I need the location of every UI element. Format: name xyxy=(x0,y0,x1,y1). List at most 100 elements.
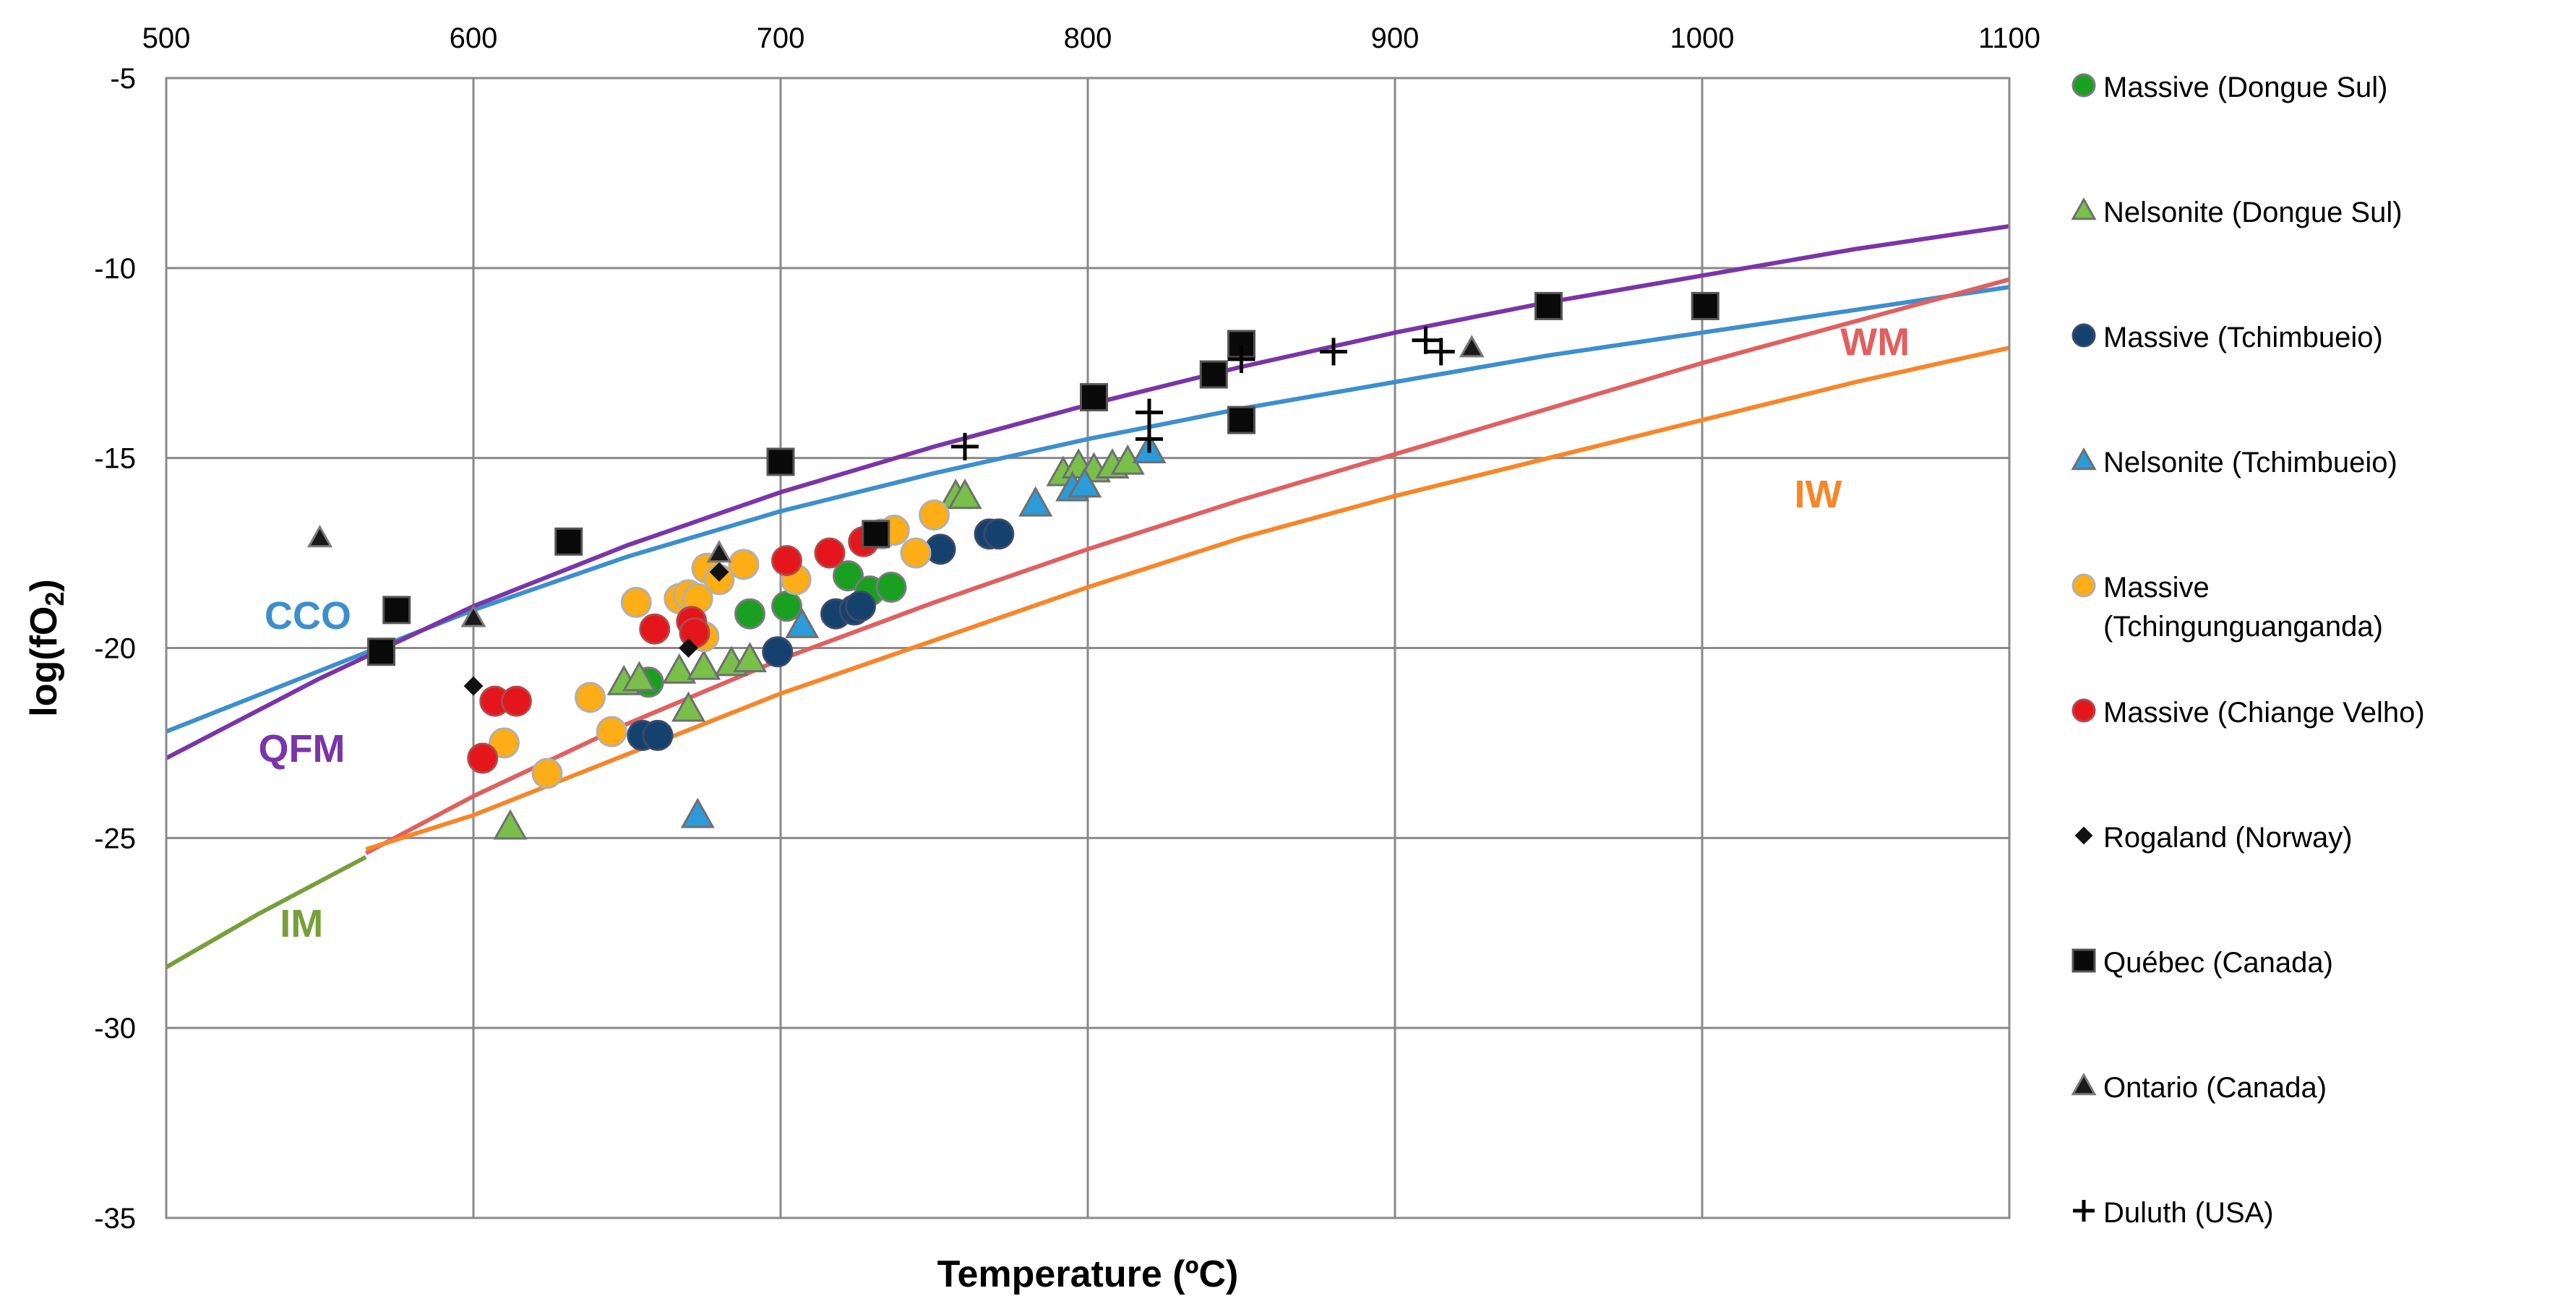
curve-label-qfm: QFM xyxy=(259,727,345,771)
y-tick-label--5: -5 xyxy=(110,63,136,95)
point-5-2 xyxy=(501,685,532,717)
curve-iw xyxy=(365,346,2010,851)
legend-label-4-line2: (Tchingunguanganda) xyxy=(2103,611,2383,643)
point-8-2 xyxy=(706,540,732,563)
y-tick-label--20: -20 xyxy=(94,633,136,665)
point-9-3 xyxy=(1227,345,1255,373)
point-2-5 xyxy=(845,591,876,622)
point-0-5 xyxy=(875,571,907,603)
point-7-5 xyxy=(1080,383,1108,412)
curve-labels: CCO QFM WM IW IM xyxy=(259,321,1910,945)
point-4-0 xyxy=(620,586,652,618)
point-4-2 xyxy=(596,716,627,747)
point-4-15 xyxy=(900,537,932,569)
point-7-4 xyxy=(862,520,890,549)
legend-marker-1 xyxy=(2071,197,2097,220)
point-4-11 xyxy=(728,549,760,580)
x-tick-label-500: 500 xyxy=(142,22,191,54)
point-3-0 xyxy=(680,797,715,828)
legend-label-8: Ontario (Canada) xyxy=(2103,1072,2327,1104)
point-9-5 xyxy=(1412,326,1440,354)
legend-marker-9 xyxy=(2073,1200,2095,1222)
y-tick-label--10: -10 xyxy=(94,253,136,285)
legend-label-2: Massive (Tchimbueio) xyxy=(2103,322,2383,353)
legend-marker-2 xyxy=(2071,323,2096,348)
point-5-3 xyxy=(639,613,671,645)
point-3-2 xyxy=(1018,486,1053,517)
legend-label-7: Québec (Canada) xyxy=(2103,947,2333,979)
point-9-2 xyxy=(1135,425,1163,453)
point-4-1 xyxy=(575,682,606,713)
legend-marker-8 xyxy=(2071,1072,2097,1096)
point-1-7 xyxy=(732,642,768,673)
legend: Massive (Dongue Sul) Nelsonite (Dongue Su… xyxy=(2071,72,2425,1229)
point-9-6 xyxy=(1427,338,1455,366)
x-tick-label-800: 800 xyxy=(1064,22,1112,54)
y-tick-label--30: -30 xyxy=(94,1013,136,1044)
curve-wm xyxy=(364,277,2010,856)
point-1-3 xyxy=(662,653,697,684)
point-1-0 xyxy=(493,809,528,840)
point-1-4 xyxy=(671,691,706,722)
point-1-2 xyxy=(622,661,657,692)
curve-label-iw: IW xyxy=(1795,473,1842,516)
x-tick-label-1000: 1000 xyxy=(1670,22,1735,54)
y-tick-label--35: -35 xyxy=(94,1203,136,1235)
x-tick-label-600: 600 xyxy=(450,22,498,54)
point-4-4 xyxy=(531,757,563,789)
point-7-10 xyxy=(1691,291,1720,320)
y-tick-label--25: -25 xyxy=(94,823,136,854)
x-tick-label-900: 900 xyxy=(1371,22,1420,54)
tick-labels: 500 600 700 800 900 1000 1100 -5 -10 -15 -20 -25 -30… xyxy=(94,22,2040,1235)
legend-marker-4 xyxy=(2071,573,2096,598)
data-markers xyxy=(306,291,1720,840)
point-8-3 xyxy=(1459,335,1485,358)
point-4-3 xyxy=(489,727,520,759)
legend-label-6: Rogaland (Norway) xyxy=(2103,822,2353,854)
point-9-1 xyxy=(1135,398,1163,426)
point-7-2 xyxy=(554,527,583,556)
legend-label-4: Massive xyxy=(2103,572,2210,604)
x-axis-title: Temperature (ºC) xyxy=(937,1253,1239,1295)
curve-label-cco: CCO xyxy=(265,594,351,638)
y-axis-title-subscript: 2 xyxy=(40,592,69,606)
legend-label-5: Massive (Chiange Velho) xyxy=(2103,697,2425,729)
point-7-9 xyxy=(1534,291,1563,320)
point-2-1 xyxy=(642,719,674,751)
point-4-16 xyxy=(919,499,950,531)
y-axis-title-main: log(fO xyxy=(23,606,65,717)
point-6-2 xyxy=(709,562,729,582)
point-5-0 xyxy=(467,742,499,774)
plot-frame xyxy=(165,77,2011,1219)
legend-marker-7 xyxy=(2071,948,2096,973)
y-axis-title: log(fO2) xyxy=(23,579,69,716)
point-7-8 xyxy=(1227,405,1255,434)
point-8-1 xyxy=(460,604,486,627)
point-7-0 xyxy=(367,638,395,666)
legend-marker-6 xyxy=(2074,826,2093,845)
point-1-9 xyxy=(948,478,982,510)
point-6-1 xyxy=(679,638,698,658)
x-tick-label-1100: 1100 xyxy=(1978,22,2040,54)
legend-label-9: Duluth (USA) xyxy=(2103,1197,2274,1229)
y-tick-label--15: -15 xyxy=(94,443,136,475)
point-9-4 xyxy=(1320,338,1347,366)
point-0-1 xyxy=(734,598,765,630)
point-0-2 xyxy=(771,591,802,622)
point-3-4 xyxy=(1068,467,1102,498)
legend-label-0: Massive (Dongue Sul) xyxy=(2103,72,2388,103)
legend-label-1: Nelsonite (Dongue Sul) xyxy=(2103,197,2403,228)
point-1-5 xyxy=(687,649,721,680)
point-9-0 xyxy=(951,432,979,460)
y-axis-title-close: ) xyxy=(23,579,65,591)
x-tick-label-700: 700 xyxy=(757,22,805,54)
point-5-6 xyxy=(771,545,802,577)
legend-label-3: Nelsonite (Tchimbueio) xyxy=(2103,447,2397,478)
legend-marker-5 xyxy=(2071,698,2096,723)
point-6-0 xyxy=(463,676,484,696)
point-3-1 xyxy=(785,607,820,638)
legend-marker-3 xyxy=(2071,447,2097,471)
point-0-3 xyxy=(833,560,864,592)
point-7-6 xyxy=(1199,360,1228,389)
